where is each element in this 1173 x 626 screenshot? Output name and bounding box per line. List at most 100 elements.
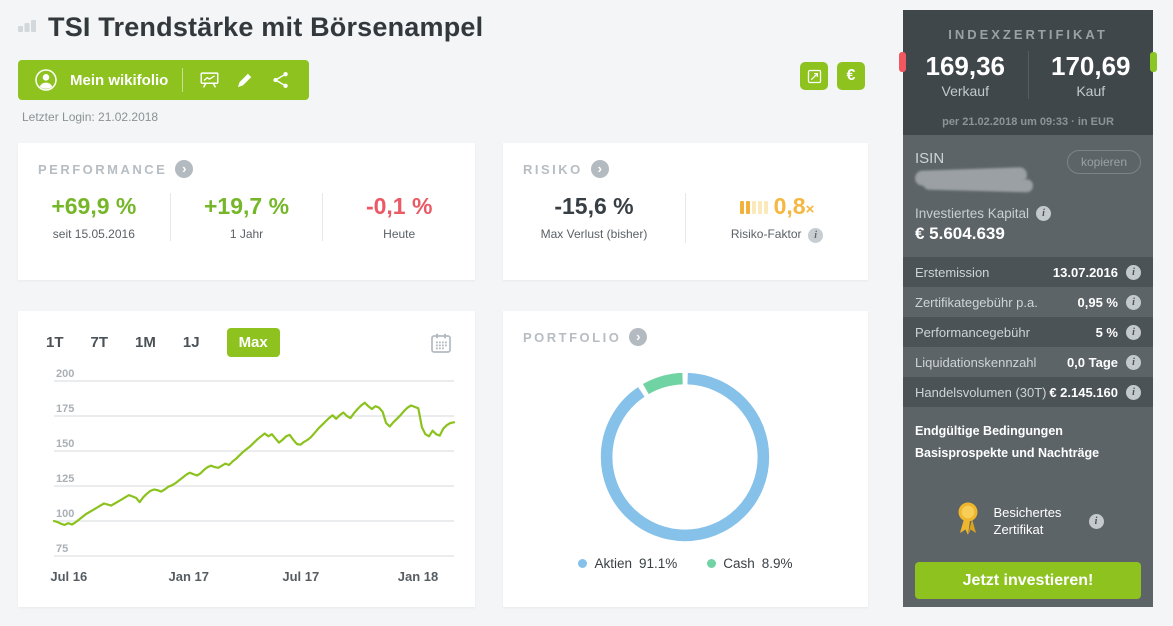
allocation-donut-chart[interactable] [587,359,783,555]
cash-dot-icon [707,559,717,568]
portfolio-card-title: PORTFOLIO [523,329,622,345]
max-loss-label: Max Verlust (bisher) [540,227,648,241]
risk-factor-metric: 0,8× Risiko-Faktor i [685,193,868,243]
copy-isin-button[interactable]: kopieren [1066,150,1141,174]
wikifolio-bars-icon [16,15,38,40]
legend-item-aktien: Aktien 91.1% [578,556,677,571]
range-1t[interactable]: 1T [46,334,64,351]
euro-icon: € [846,67,856,84]
page-title: TSI Trendstärke mit Börsenampel [48,12,484,42]
performance-card-title: PERFORMANCE [38,161,168,177]
svg-text:Jul 16: Jul 16 [50,569,87,584]
range-selector: 1T 7T 1M 1J Max [18,311,475,357]
performance-line-chart[interactable]: 200 175 150 125 100 75 Jul 16 Jan 17 Jul 17 Jan 1… [18,367,475,603]
info-icon[interactable]: i [1126,384,1141,400]
table-row: Liquidationskennzahl 0,0 Tage i [903,347,1153,377]
chart-compare-button[interactable] [800,62,828,90]
svg-text:Jan 18: Jan 18 [398,569,438,584]
svg-text:125: 125 [56,473,74,485]
buy-marker [1150,52,1157,72]
performance-label: seit 15.05.2016 [52,227,135,241]
svg-text:150: 150 [56,438,74,450]
certificate-sidebar: INDEXZERTIFIKAT 169,36 Verkauf 170,69 Ka… [899,10,1157,607]
share-icon[interactable] [269,69,293,91]
info-icon[interactable]: i [1126,264,1141,280]
performance-value: +69,9 % [51,193,137,219]
final-terms-link[interactable]: Endgültige Bedingungen [915,424,1063,438]
user-avatar-icon [34,69,58,91]
svg-text:100: 100 [56,508,74,520]
my-wikifolio-label: Mein wikifolio [70,71,169,89]
edit-pencil-icon[interactable] [233,69,257,91]
info-icon[interactable]: i [1126,354,1141,370]
isin-redacted-value [914,167,1035,193]
table-row: Erstemission 13.07.2016 i [903,257,1153,287]
range-1m[interactable]: 1M [135,334,156,351]
buy-price-block: 170,69 Kauf [1029,51,1154,99]
info-icon[interactable]: i [808,228,824,243]
risk-level-bars-icon [739,201,768,214]
svg-text:200: 200 [56,368,74,380]
range-max[interactable]: Max [226,328,280,357]
donut-legend: Aktien 91.1% Cash 8.9% [503,556,868,571]
performance-card: PERFORMANCE › +69,9 % seit 15.05.2016 +1… [18,143,475,280]
sell-label: Verkauf [941,83,989,99]
risk-factor-label: Risiko-Faktor i [686,227,868,243]
performance-label: Heute [383,227,416,241]
sell-marker [899,52,906,72]
sell-price: 169,36 [925,51,1006,81]
svg-text:75: 75 [56,543,68,555]
risk-card: RISIKO › -15,6 % Max Verlust (bisher) 0,… [503,143,868,280]
last-login-text: Letzter Login: 21.02.2018 [22,110,159,124]
table-row: Performancegebühr 5 % i [903,317,1153,347]
ribbon-medal-icon [953,501,983,542]
performance-value: +19,7 % [203,193,290,219]
max-loss-value: -15,6 % [554,193,634,219]
presentation-chart-icon[interactable] [197,69,221,91]
price-timestamp: per 21.02.2018 um 09:33 · in EUR [942,116,1114,128]
page-header: TSI Trendstärke mit Börsenampel [16,12,483,43]
info-icon[interactable]: i [1036,206,1052,221]
table-row: Zertifikategebühr p.a. 0,95 % i [903,287,1153,317]
invested-capital-value: € 5.604.639 [915,224,1005,243]
info-icon[interactable]: i [1126,294,1141,310]
info-icon[interactable]: i [1088,514,1104,529]
badge-label: Besichertes Zertifikat [993,504,1062,537]
performance-today: -0,1 % Heute [322,193,475,241]
buy-label: Kauf [1076,83,1106,99]
table-row: Handelsvolumen (30T) € 2.145.160 i [903,377,1153,407]
quick-actions: € [800,62,865,90]
range-1j[interactable]: 1J [182,334,200,351]
svg-text:175: 175 [56,403,74,415]
my-wikifolio-button[interactable]: Mein wikifolio [18,60,310,100]
isin-label: ISIN [915,150,945,167]
info-icon[interactable]: i [1126,324,1141,340]
range-7t[interactable]: 7T [90,334,109,351]
calendar-icon[interactable] [429,331,453,355]
chevron-right-icon[interactable]: › [629,328,648,346]
base-prospectus-link[interactable]: Basisprospekte und Nachträge [915,445,1100,460]
chevron-right-icon[interactable]: › [590,160,609,178]
svg-text:Jul 17: Jul 17 [282,569,319,584]
certificate-type-title: INDEXZERTIFIKAT [948,27,1108,42]
legend-item-cash: Cash 8.9% [707,556,793,571]
invested-capital-label: Investiertes Kapital i [915,206,1141,221]
portfolio-card: PORTFOLIO › Aktien 91.1% Cash 8.9% [503,311,868,607]
performance-value: -0,1 % [365,193,433,219]
performance-1-year: +19,7 % 1 Jahr [169,193,323,241]
certificate-price-header: INDEXZERTIFIKAT 169,36 Verkauf 170,69 Ka… [899,10,1157,135]
svg-text:Jan 17: Jan 17 [169,569,209,584]
max-loss-metric: -15,6 % Max Verlust (bisher) [503,193,685,243]
performance-label: 1 Jahr [229,227,264,241]
button-divider [182,68,184,92]
chevron-right-icon[interactable]: › [175,160,194,178]
price-chart-card: 1T 7T 1M 1J Max 200 175 150 125 100 75 Jul 16 J… [18,311,475,607]
performance-since-start: +69,9 % seit 15.05.2016 [18,193,170,241]
certificate-details-table: Erstemission 13.07.2016 i Zertifikategeb… [903,257,1153,407]
buy-price: 170,69 [1050,51,1131,81]
sell-price-block: 169,36 Verkauf [903,51,1029,99]
currency-euro-button[interactable]: € [837,62,865,90]
invest-now-button[interactable]: Jetzt investieren! [915,562,1141,599]
collateralized-badge: Besichertes Zertifikat i [903,501,1153,542]
